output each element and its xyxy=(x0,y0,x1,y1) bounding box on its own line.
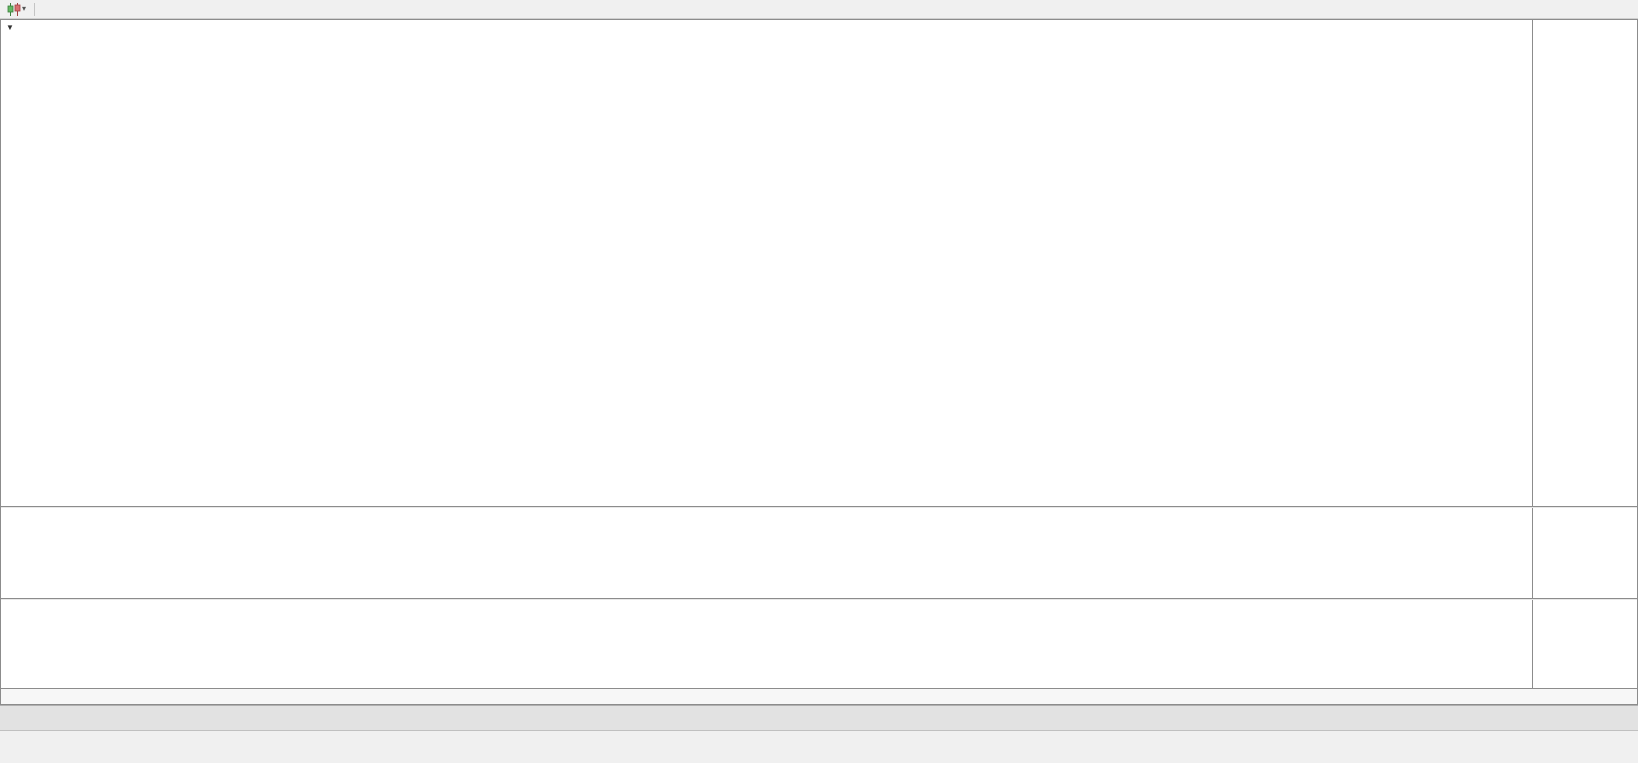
rsi-panel xyxy=(1,508,1532,598)
collapse-panel-icon[interactable]: ▼ xyxy=(6,23,14,32)
toolbar: ▾ xyxy=(0,0,1638,19)
rsi-canvas[interactable] xyxy=(1,508,1532,598)
toolbar-separator xyxy=(34,2,36,16)
chart-area: ▼ xyxy=(0,19,1638,705)
chevron-down-icon: ▾ xyxy=(22,4,27,13)
time-axis[interactable] xyxy=(1,688,1637,704)
panel-splitter-1[interactable] xyxy=(1,506,1637,508)
chart-type-button[interactable]: ▾ xyxy=(4,2,29,17)
panel-splitter-2[interactable] xyxy=(1,598,1637,600)
price-panel: ▼ xyxy=(1,20,1532,506)
main-chart-canvas[interactable] xyxy=(1,20,1532,506)
chart-title-row: ▼ xyxy=(6,23,28,32)
chart-tab-bar xyxy=(0,705,1638,731)
price-axis[interactable] xyxy=(1532,20,1637,688)
macd-panel xyxy=(1,600,1532,688)
macd-canvas[interactable] xyxy=(1,600,1532,688)
candlestick-chart-icon xyxy=(7,2,21,16)
